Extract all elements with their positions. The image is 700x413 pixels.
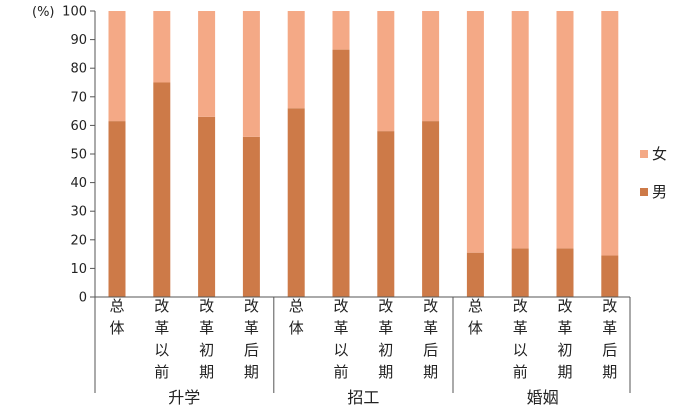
legend-swatch — [640, 188, 648, 196]
bar-segment-female — [108, 11, 126, 122]
bar-segment-male — [511, 248, 529, 297]
group-labels: 升学 招工 婚姻 — [168, 388, 558, 407]
group-label: 婚姻 — [527, 388, 559, 407]
bars — [108, 11, 619, 298]
x-tick-label: 总体 — [289, 297, 304, 337]
bar-segment-male — [108, 121, 126, 297]
bar-segment-male — [556, 248, 574, 297]
y-tick-label: 20 — [70, 233, 87, 248]
bar-segment-female — [198, 11, 216, 117]
y-axis-ticks: 0 10 20 30 40 50 60 70 80 90 100 — [62, 5, 95, 306]
bar-segment-male — [466, 252, 484, 297]
x-tick-label: 改革后期 — [423, 297, 438, 381]
bar-segment-female — [466, 11, 484, 253]
legend-swatch — [640, 150, 648, 158]
bar-segment-female — [287, 11, 305, 109]
bar-segment-male — [601, 255, 619, 297]
bar-segment-male — [422, 121, 440, 297]
bar-segment-male — [153, 82, 171, 297]
legend: 女男 — [640, 145, 667, 201]
group-label: 招工 — [347, 388, 379, 407]
y-tick-label: 60 — [70, 119, 87, 134]
bar-segment-male — [332, 49, 350, 297]
y-axis-unit-label: (%) — [32, 5, 55, 20]
x-tick-label: 改革以前 — [154, 297, 169, 381]
bar-segment-female — [556, 11, 574, 249]
legend-label: 男 — [652, 183, 667, 201]
y-tick-label: 0 — [79, 291, 87, 306]
axes — [94, 11, 631, 393]
bar-segment-female — [422, 11, 440, 122]
x-tick-label: 改革初期 — [199, 297, 214, 381]
y-tick-label: 10 — [70, 262, 87, 277]
bar-segment-female — [153, 11, 171, 83]
x-tick-label: 总体 — [109, 297, 124, 337]
bar-segment-male — [242, 136, 260, 297]
y-tick-label: 90 — [70, 33, 87, 48]
category-labels: 总体 改革以前 改革初期 改革后期 总体 改革以前 改革初期 改革后期 总体 改革以前 改革初期 改革… — [109, 297, 617, 381]
x-tick-label: 改革以前 — [333, 297, 348, 381]
bar-segment-female — [377, 11, 395, 132]
bar-segment-male — [377, 131, 395, 297]
y-tick-label: 50 — [70, 148, 87, 163]
y-tick-label: 40 — [70, 176, 87, 191]
bar-segment-male — [287, 108, 305, 298]
x-tick-label: 改革初期 — [378, 297, 393, 381]
bar-segment-female — [242, 11, 260, 137]
y-tick-label: 30 — [70, 205, 87, 220]
x-tick-label: 改革后期 — [602, 297, 617, 381]
x-tick-label: 总体 — [468, 297, 483, 337]
y-tick-label: 80 — [70, 62, 87, 77]
x-tick-label: 改革初期 — [557, 297, 572, 381]
bar-segment-female — [332, 11, 350, 50]
y-tick-label: 100 — [62, 5, 87, 20]
bar-segment-female — [601, 11, 619, 256]
x-tick-label: 改革以前 — [513, 297, 528, 381]
legend-label: 女 — [652, 145, 667, 163]
bar-segment-male — [198, 116, 216, 297]
y-tick-label: 70 — [70, 90, 87, 105]
x-tick-label: 改革后期 — [244, 297, 259, 381]
bar-segment-female — [511, 11, 529, 249]
group-label: 升学 — [168, 388, 200, 407]
